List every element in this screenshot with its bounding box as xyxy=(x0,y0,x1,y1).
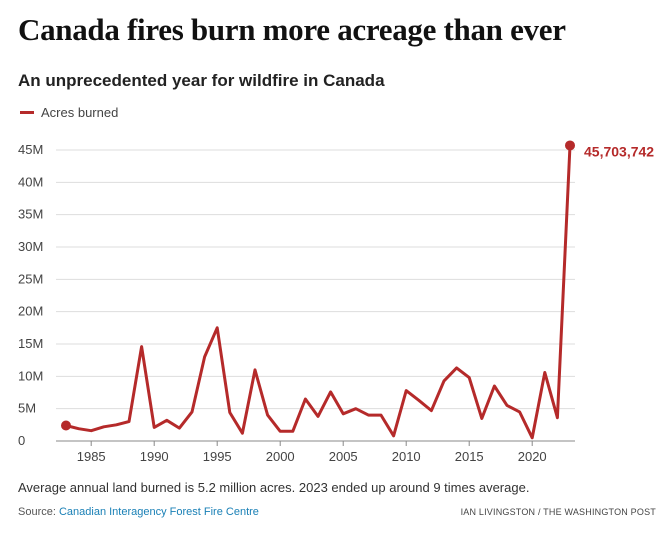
data-point xyxy=(565,140,575,151)
y-tick-label: 35M xyxy=(18,207,43,222)
chart-note: Average annual land burned is 5.2 millio… xyxy=(18,480,530,495)
y-tick-label: 40M xyxy=(18,174,43,189)
legend: Acres burned xyxy=(20,105,118,120)
source-prefix: Source: xyxy=(18,506,59,518)
data-label: 45,703,742 xyxy=(584,143,654,159)
y-tick-label: 20M xyxy=(18,304,43,319)
y-tick-label: 30M xyxy=(18,239,43,254)
x-tick-label: 2000 xyxy=(266,449,295,464)
x-tick-label: 2010 xyxy=(392,449,421,464)
x-tick-label: 1990 xyxy=(140,449,169,464)
legend-label: Acres burned xyxy=(41,105,119,120)
y-tick-label: 10M xyxy=(18,368,43,383)
headline: Canada fires burn more acreage than ever xyxy=(18,12,566,47)
source-link[interactable]: Canadian Interagency Forest Fire Centre xyxy=(58,506,259,518)
y-tick-label: 0 xyxy=(18,433,25,448)
legend-swatch xyxy=(20,111,34,114)
y-tick-label: 5M xyxy=(18,401,36,416)
x-tick-label: 2020 xyxy=(518,449,547,464)
source-line: Source: Canadian Interagency Forest Fire… xyxy=(18,506,259,518)
x-tick-label: 2005 xyxy=(329,449,358,464)
line-chart: 0 5M 10M 15M 20M 25M 30M 35M 40M 45M 1985 1990 1995 2… xyxy=(18,140,654,464)
credit: IAN LIVINGSTON / THE WASHINGTON POST xyxy=(460,507,656,517)
chart-title: An unprecedented year for wildfire in Ca… xyxy=(18,71,385,90)
y-tick-label: 25M xyxy=(18,271,43,286)
x-tick-label: 1995 xyxy=(203,449,232,464)
y-tick-label: 45M xyxy=(18,142,43,157)
x-tick-label: 2015 xyxy=(455,449,484,464)
series-line-acres-burned xyxy=(64,143,572,440)
x-tick-label: 1985 xyxy=(77,449,106,464)
y-tick-label: 15M xyxy=(18,336,43,351)
data-point xyxy=(61,420,71,431)
